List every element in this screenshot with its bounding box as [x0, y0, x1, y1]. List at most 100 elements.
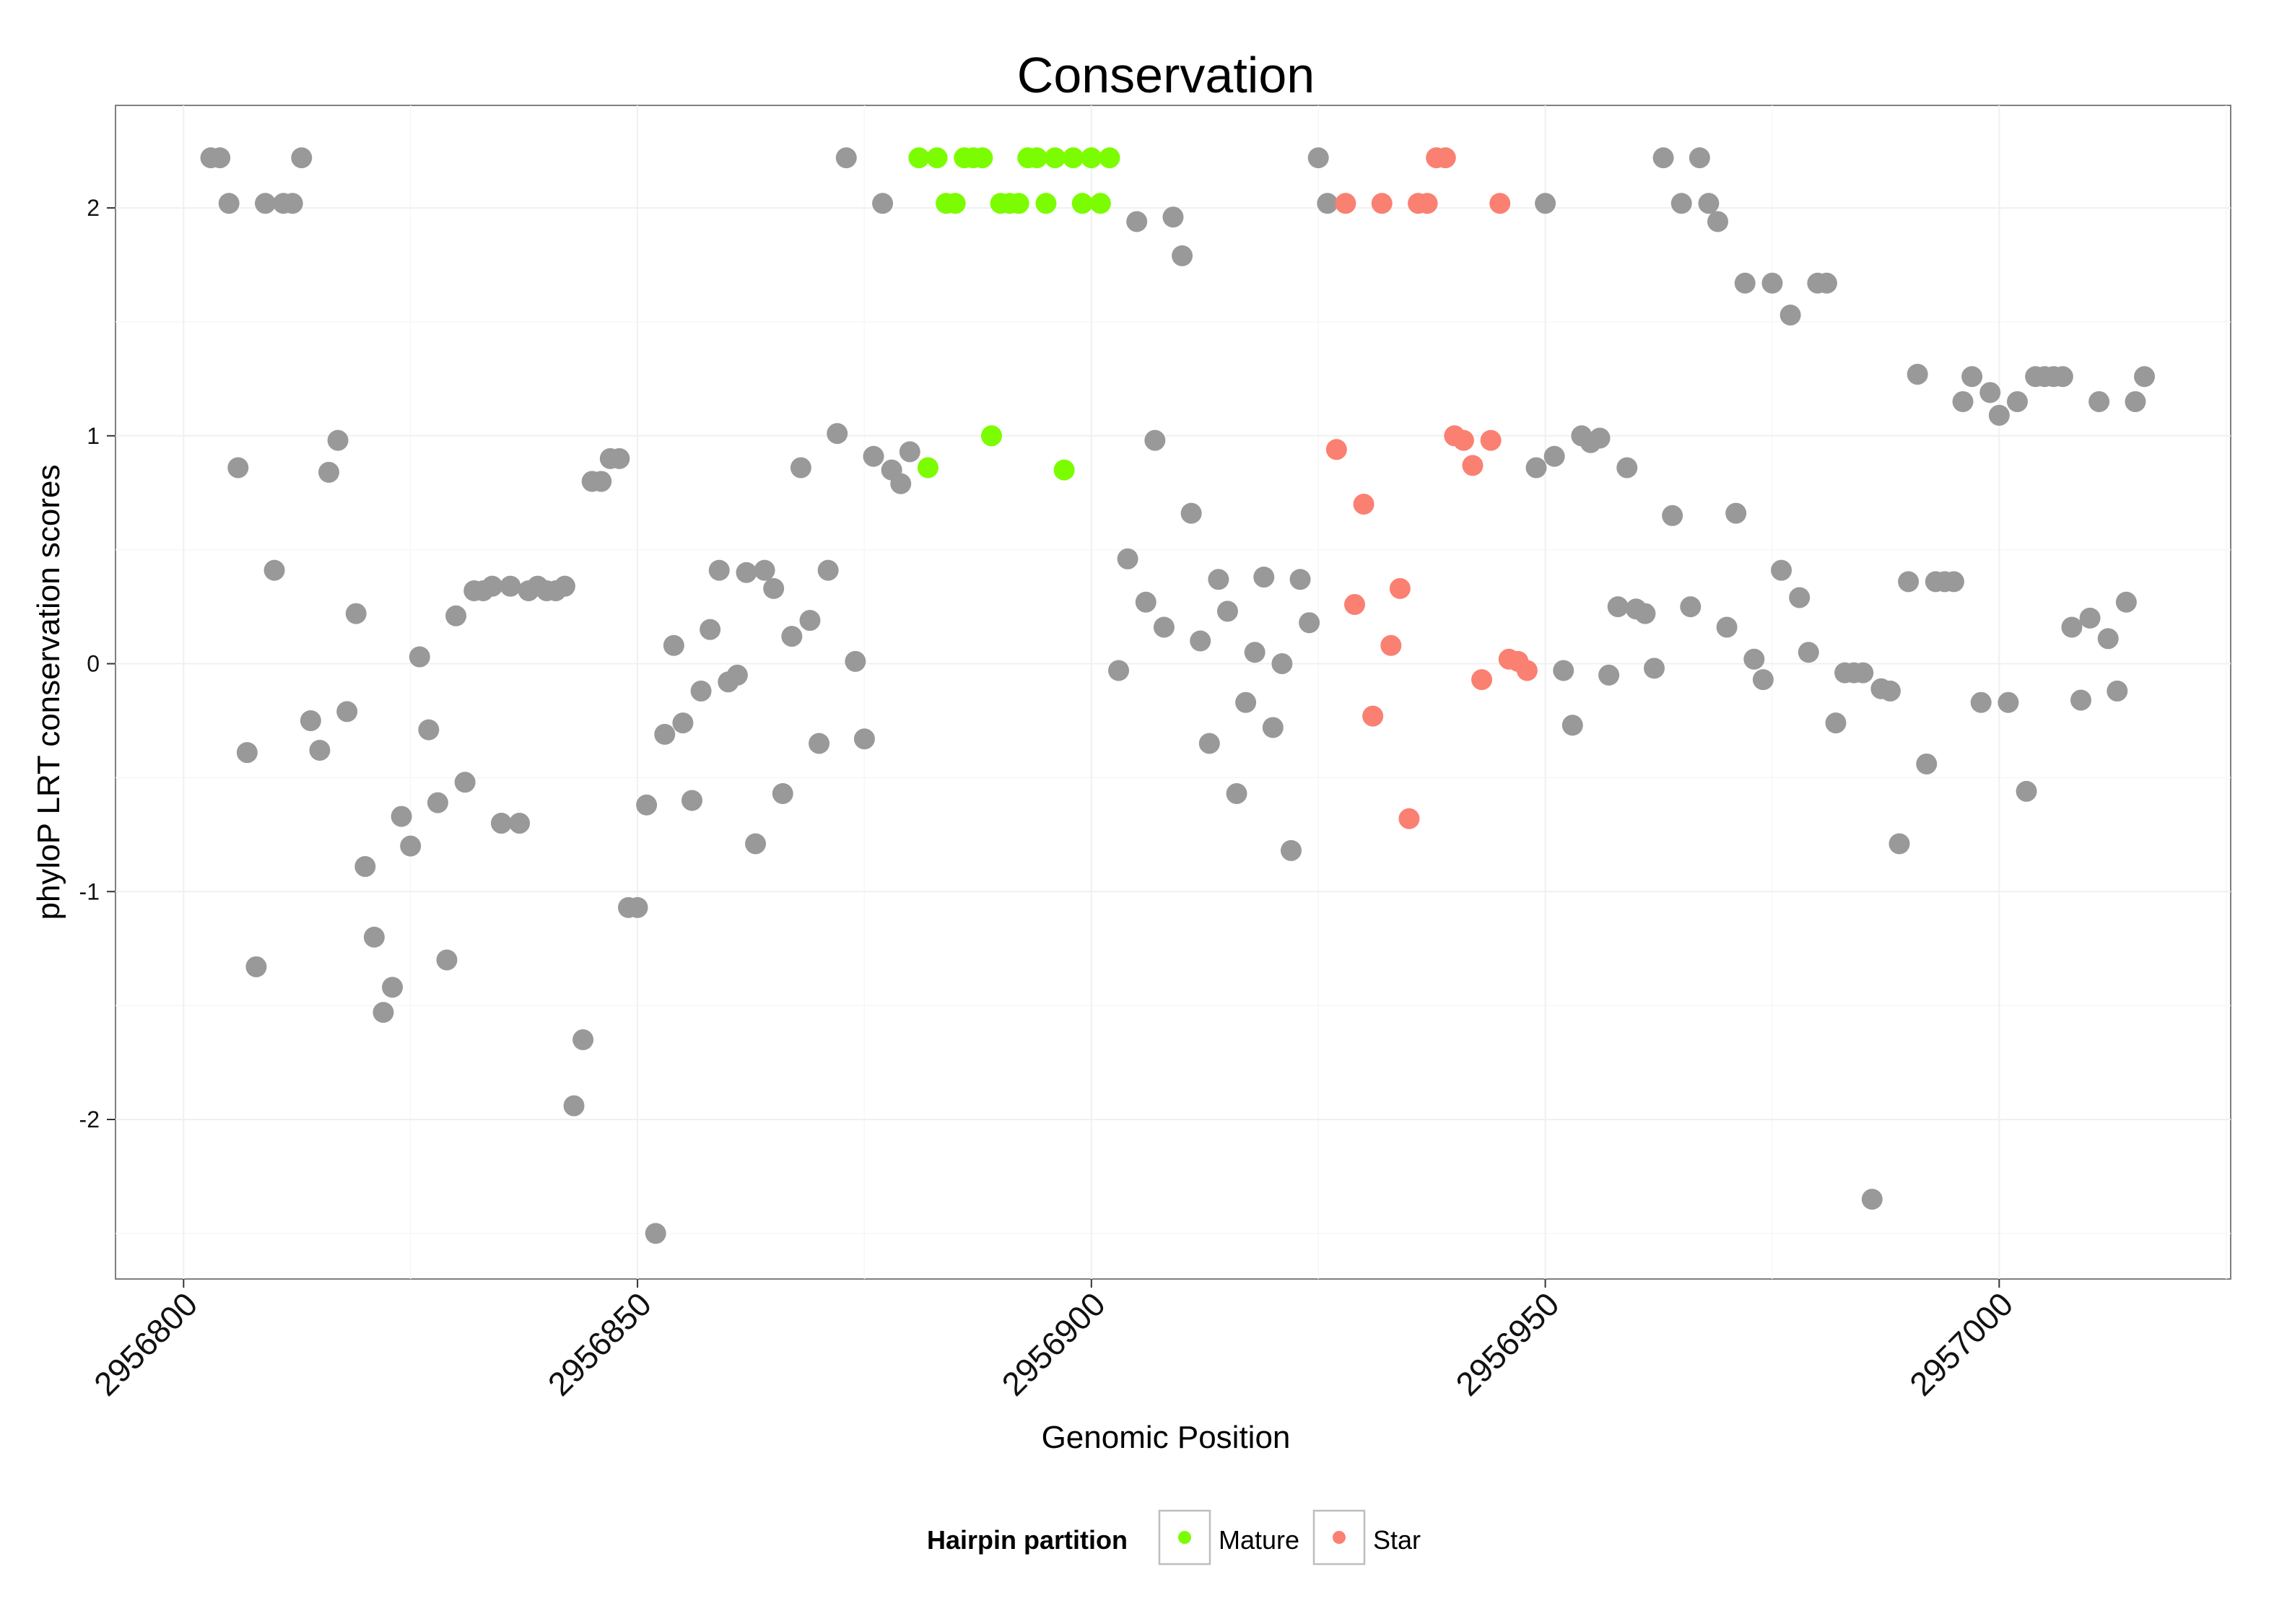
point-mature	[908, 147, 930, 169]
point-other	[1226, 782, 1247, 804]
point-star	[1516, 660, 1538, 681]
point-mature	[1081, 147, 1102, 169]
point-star	[1434, 147, 1456, 169]
point-other	[1689, 147, 1710, 169]
point-other	[636, 794, 658, 816]
point-other	[700, 619, 721, 640]
x-tick-label: 2956950	[1448, 1285, 1566, 1402]
point-other	[1535, 193, 1556, 214]
point-other	[672, 712, 694, 734]
point-other	[490, 813, 512, 834]
point-other	[1652, 147, 1674, 169]
point-mature	[1063, 147, 1084, 169]
point-other	[436, 949, 458, 971]
point-other	[1698, 193, 1720, 214]
point-other	[1589, 427, 1611, 449]
point-other	[318, 461, 340, 483]
point-star	[1344, 593, 1366, 615]
point-other	[1852, 662, 1874, 684]
point-star	[1362, 705, 1384, 727]
point-other	[663, 634, 684, 656]
point-other	[2088, 390, 2110, 412]
point-other	[1317, 193, 1338, 214]
point-mature	[1026, 147, 1047, 169]
point-other	[572, 1029, 594, 1050]
point-star	[1325, 439, 1347, 460]
point-star	[1480, 429, 1502, 451]
point-other	[763, 577, 785, 599]
point-other	[454, 772, 476, 793]
point-other	[1543, 445, 1565, 467]
y-tick-label: -2	[79, 1106, 100, 1132]
legend-title: Hairpin partition	[927, 1525, 1128, 1555]
point-other	[336, 701, 358, 722]
point-other	[781, 626, 803, 647]
point-other	[890, 473, 912, 494]
point-other	[1172, 245, 1193, 266]
point-mature	[1089, 193, 1111, 214]
point-other	[345, 603, 367, 624]
point-other	[1307, 147, 1329, 169]
chart-title: Conservation	[1017, 47, 1315, 103]
point-other	[209, 147, 231, 169]
point-other	[482, 575, 503, 597]
point-other	[1761, 272, 1783, 294]
legend-label-star: Star	[1373, 1525, 1421, 1555]
point-other	[1616, 457, 1638, 479]
point-other	[708, 559, 730, 581]
point-other	[2016, 780, 2037, 802]
point-other	[690, 680, 712, 702]
point-other	[1725, 502, 1747, 524]
legend: Hairpin partition Mature Star	[927, 1509, 1421, 1566]
point-other	[1525, 457, 1547, 479]
point-other	[609, 448, 630, 469]
point-other	[827, 423, 848, 445]
point-other	[1216, 601, 1238, 622]
point-other	[809, 733, 830, 754]
point-other	[1789, 587, 1811, 608]
y-axis-label: phyloP LRT conservation scores	[31, 464, 66, 920]
point-other	[1598, 664, 1620, 686]
y-tick-label: 1	[87, 423, 100, 449]
point-other	[654, 723, 676, 745]
point-other	[373, 1002, 394, 1023]
point-other	[1108, 660, 1130, 681]
point-other	[1235, 691, 1257, 713]
point-other	[627, 896, 648, 918]
point-other	[1553, 660, 1574, 681]
point-other	[1771, 559, 1792, 581]
point-other	[1680, 596, 1702, 618]
point-other	[2125, 390, 2146, 412]
y-tick-label: -1	[79, 878, 100, 904]
point-other	[1662, 505, 1683, 526]
point-other	[1271, 653, 1293, 675]
point-other	[845, 650, 866, 672]
point-other	[1734, 272, 1756, 294]
point-other	[645, 1223, 666, 1244]
point-other	[309, 740, 331, 761]
point-other	[418, 719, 440, 741]
point-other	[1798, 642, 1819, 663]
point-other	[754, 559, 775, 581]
point-other	[509, 813, 531, 834]
point-mature	[917, 457, 938, 479]
point-star	[1452, 429, 1474, 451]
point-star	[1398, 808, 1420, 829]
point-other	[1117, 548, 1138, 569]
point-star	[1416, 193, 1438, 214]
point-other	[1180, 502, 1202, 524]
point-mature	[1008, 193, 1029, 214]
point-other	[427, 792, 448, 813]
plot-panel	[115, 105, 2231, 1280]
x-tick-label: 2957000	[1902, 1285, 2020, 1402]
point-other	[282, 193, 303, 214]
point-other	[2070, 689, 2092, 711]
point-other	[1126, 211, 1148, 232]
point-mature	[972, 147, 993, 169]
point-other	[236, 742, 258, 764]
y-tick-label: 2	[87, 195, 100, 221]
point-other	[853, 728, 875, 750]
x-tick-label: 2956900	[994, 1285, 1112, 1402]
point-other	[1970, 691, 1992, 713]
point-other	[726, 664, 748, 686]
